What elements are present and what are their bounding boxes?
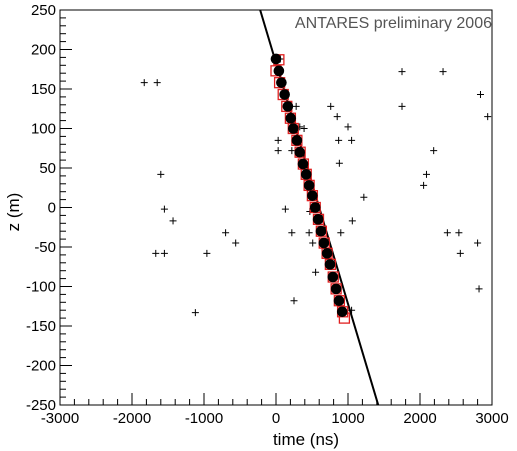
selected-hit-marker bbox=[330, 283, 342, 295]
selected-hit-marker bbox=[318, 237, 330, 249]
hit-plus-marker bbox=[153, 79, 161, 87]
selected-hit-marker bbox=[273, 65, 285, 77]
hit-plus-marker bbox=[348, 306, 356, 314]
y-tick-label: -50 bbox=[34, 239, 56, 256]
selected-hit-marker bbox=[327, 271, 339, 283]
hit-plus-marker bbox=[140, 79, 148, 87]
selected-hit-marker bbox=[315, 225, 327, 237]
selected-hit-marker bbox=[279, 89, 290, 100]
axes: -3000 -2000 -1000 0 1000 2000 3000-250-200-150… bbox=[26, 2, 509, 427]
hit-plus-marker bbox=[152, 249, 160, 257]
selected-hit-marker bbox=[333, 295, 345, 307]
hit-plus-marker bbox=[292, 102, 300, 110]
hit-plus-marker bbox=[191, 309, 199, 317]
hit-plus-marker bbox=[348, 136, 356, 144]
hit-plus-marker bbox=[160, 249, 168, 257]
hit-plus-marker bbox=[333, 113, 341, 121]
hit-plus-marker bbox=[443, 229, 451, 237]
hit-plus-marker bbox=[455, 229, 463, 237]
hit-plus-marker bbox=[281, 205, 289, 213]
hit-plus-marker bbox=[474, 239, 482, 247]
hit-plus-marker bbox=[422, 170, 430, 178]
selected-hit-marker bbox=[294, 146, 306, 158]
hit-plus-marker bbox=[420, 181, 428, 189]
hit-plus-marker bbox=[337, 229, 345, 237]
selected-hit-marker bbox=[312, 214, 324, 225]
y-tick-label: 100 bbox=[31, 121, 56, 138]
selected-hit-marker bbox=[336, 306, 348, 318]
x-tick-label: 1000 bbox=[331, 410, 364, 427]
plot-area bbox=[140, 10, 492, 405]
hit-plus-marker bbox=[430, 147, 438, 155]
hit-plus-marker bbox=[476, 91, 484, 99]
y-tick-label: -150 bbox=[26, 318, 56, 335]
x-tick-label: -2000 bbox=[113, 410, 151, 427]
hit-plus-marker bbox=[274, 147, 282, 155]
hit-plus-marker bbox=[484, 113, 492, 121]
x-tick-label: 2000 bbox=[403, 410, 436, 427]
x-tick-label: 3000 bbox=[475, 410, 508, 427]
y-tick-label: 0 bbox=[48, 200, 56, 217]
selected-hit-marker bbox=[287, 123, 299, 134]
hit-plus-marker bbox=[312, 268, 320, 276]
hit-plus-marker bbox=[360, 193, 368, 201]
x-tick-label: -3000 bbox=[41, 410, 79, 427]
x-tick-label: 0 bbox=[272, 410, 280, 427]
y-tick-label: 50 bbox=[39, 160, 56, 177]
hit-plus-marker bbox=[169, 217, 177, 225]
hit-plus-marker bbox=[398, 68, 406, 76]
y-tick-label: -200 bbox=[26, 358, 56, 375]
hit-plus-marker bbox=[157, 170, 165, 178]
selected-hit-marker bbox=[270, 53, 282, 65]
hit-plus-marker bbox=[475, 285, 483, 293]
selected-hit-marker bbox=[324, 259, 336, 270]
hit-plus-marker bbox=[344, 123, 352, 131]
hit-plus-marker bbox=[203, 249, 211, 257]
y-tick-label: 200 bbox=[31, 42, 56, 59]
selected-hit-marker bbox=[303, 180, 315, 191]
selected-hit-marker bbox=[300, 169, 312, 180]
selected-hit-marker bbox=[285, 112, 297, 124]
hit-plus-marker bbox=[335, 159, 343, 167]
hit-plus-marker bbox=[222, 229, 230, 237]
hit-plus-marker bbox=[439, 68, 447, 76]
plot-inner bbox=[140, 10, 492, 405]
x-axis-title: time (ns) bbox=[273, 430, 339, 449]
x-tick-label: -1000 bbox=[185, 410, 223, 427]
hit-plus-marker bbox=[290, 297, 298, 305]
hit-plus-marker bbox=[232, 239, 240, 247]
hit-plus-marker bbox=[288, 147, 296, 155]
y-tick-label: -250 bbox=[26, 397, 56, 414]
selected-hit-marker bbox=[309, 202, 321, 213]
chart-annotation: ANTARES preliminary 2006 bbox=[295, 15, 492, 32]
hit-plus-marker bbox=[300, 125, 308, 132]
selected-hit-marker bbox=[307, 190, 318, 201]
y-tick-label: 250 bbox=[31, 2, 56, 19]
selected-hit-marker bbox=[297, 158, 309, 170]
hit-plus-marker bbox=[398, 102, 406, 110]
hit-plus-marker bbox=[305, 229, 313, 237]
hit-plus-marker bbox=[274, 136, 282, 144]
hit-plus-marker bbox=[456, 249, 464, 257]
hit-plus-marker bbox=[348, 217, 356, 225]
selected-hit-marker bbox=[276, 77, 287, 88]
y-tick-label: -100 bbox=[26, 279, 56, 296]
y-tick-label: 150 bbox=[31, 81, 56, 98]
selected-hit-marker bbox=[321, 248, 333, 259]
hit-plus-marker bbox=[160, 205, 168, 213]
hit-plus-marker bbox=[309, 239, 317, 247]
selected-hit-marker bbox=[291, 135, 303, 146]
hit-plus-marker bbox=[327, 102, 335, 110]
y-axis-title: z (m) bbox=[4, 193, 23, 232]
hit-plus-marker bbox=[288, 229, 296, 237]
hit-plus-marker bbox=[335, 136, 343, 144]
selected-hit-marker bbox=[282, 101, 294, 112]
